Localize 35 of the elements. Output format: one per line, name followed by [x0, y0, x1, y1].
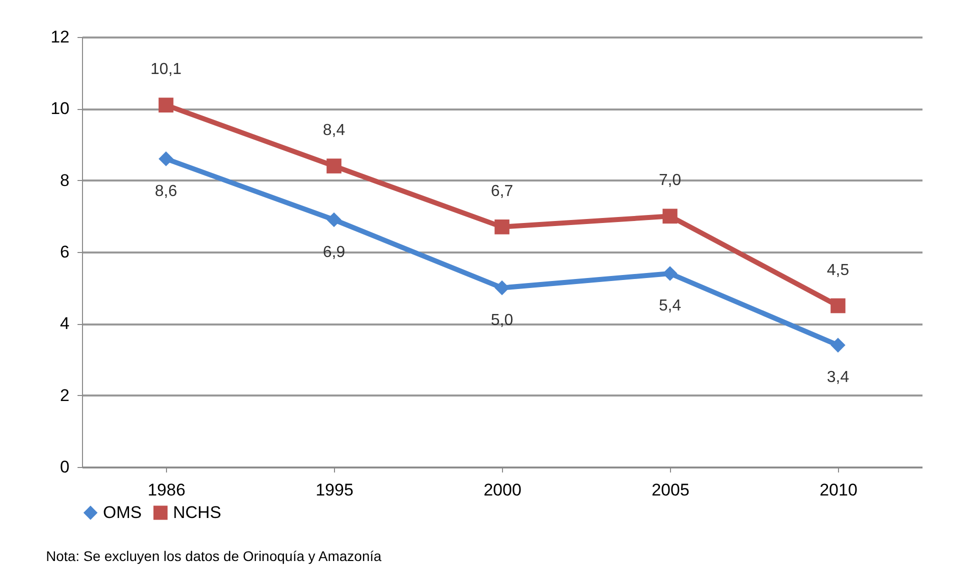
point	[158, 98, 174, 112]
y-tick-label: 6	[60, 242, 70, 262]
data-label: 8,4	[322, 122, 346, 139]
point	[494, 220, 510, 234]
data-label: 5,4	[658, 298, 682, 314]
y-tick-label: 10	[50, 99, 70, 118]
point	[830, 298, 846, 314]
data-label: 10,1	[150, 61, 182, 78]
y-tick-label: 4	[60, 314, 70, 334]
data-label: 4,5	[826, 262, 850, 279]
data-label: 8,6	[154, 182, 178, 200]
point	[662, 266, 678, 281]
text: Nota: Se excluyen los datos de Orinoquía y Amazonía	[46, 548, 382, 564]
y-tick-label: 12	[50, 28, 70, 46]
data-label: 6,9	[322, 244, 346, 261]
x-tick-label: 2000	[484, 480, 522, 500]
point	[326, 212, 342, 228]
point	[326, 158, 342, 174]
data-label: 7,0	[658, 172, 682, 190]
y-tick-label: 2	[60, 386, 70, 405]
x-tick-label: 1995	[316, 480, 354, 500]
point	[158, 151, 174, 166]
legend-label: OMS	[103, 502, 142, 522]
x-tick-label: 2010	[820, 480, 858, 500]
x-tick-label: 1986	[148, 480, 186, 500]
y-tick-label: 0	[60, 458, 70, 476]
point	[830, 338, 846, 353]
point	[662, 208, 678, 224]
y-tick-label: 8	[60, 170, 70, 190]
x-tick-label: 2005	[652, 480, 690, 500]
data-label: 3,4	[826, 369, 850, 386]
point	[494, 280, 510, 296]
data-label: 6,7	[490, 182, 514, 200]
data-label: 5,0	[490, 312, 514, 329]
legend-label: NCHS	[173, 502, 222, 522]
